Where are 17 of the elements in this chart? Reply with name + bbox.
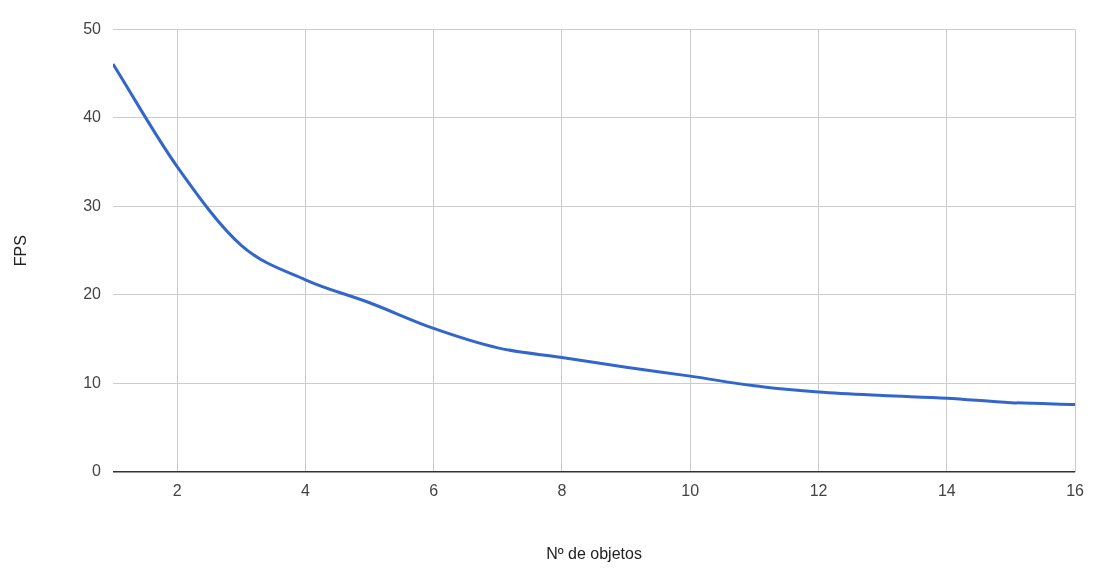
x-axis-title: Nº de objetos xyxy=(546,544,642,562)
y-tick-label: 50 xyxy=(83,20,102,38)
y-tick-label: 20 xyxy=(83,285,102,303)
y-tick-label: 40 xyxy=(83,108,102,126)
x-tick-label: 4 xyxy=(300,481,310,499)
y-tick-label: 0 xyxy=(92,462,102,480)
y-tick-label: 10 xyxy=(83,373,102,391)
x-tick-label: 2 xyxy=(172,481,182,499)
x-tick-label: 16 xyxy=(1066,481,1085,499)
line-series xyxy=(113,62,1076,406)
x-tick-label: 14 xyxy=(937,481,956,499)
x-tick-label: 12 xyxy=(809,481,828,499)
y-tick-label: 30 xyxy=(83,196,102,214)
x-tick-label: 10 xyxy=(681,481,700,499)
y-axis-title: FPS xyxy=(12,235,30,267)
x-tick-label: 8 xyxy=(557,481,567,499)
x-tick-label: 6 xyxy=(429,481,439,499)
